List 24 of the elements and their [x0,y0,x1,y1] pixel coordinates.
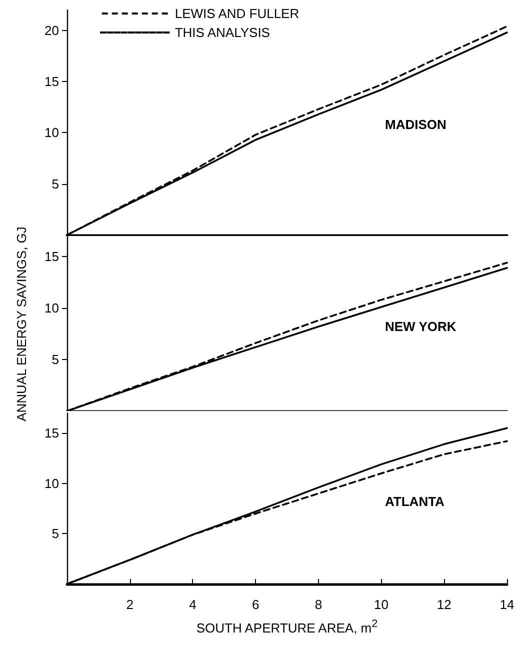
y-axis-title: ANNUAL ENERGY SAVINGS, GJ [14,225,30,424]
x-tick-label: 12 [436,597,452,612]
y-tick-label: 15 [44,426,59,441]
y-tick-label: 15 [44,249,59,264]
annotation: ATLANTA [385,494,446,510]
x-tick-label: 8 [314,597,322,612]
y-tick-label: 10 [44,125,59,140]
y-tick-label: 5 [52,526,59,542]
x-tick-label: 4 [189,597,196,612]
y-tick-label: 5 [52,176,59,192]
x-axis-title: SOUTH APERTURE AREA, m$^{2}$ [195,618,379,636]
legend-label: THIS ANALYSIS [174,25,270,40]
legend-label: LEWIS AND FULLER [174,6,300,21]
x-tick-label: 6 [252,597,260,612]
x-tick-label: 2 [126,597,134,612]
y-tick-label: 15 [44,74,59,90]
annotation: NEW YORK [385,319,457,334]
x-tick-label: 14 [500,597,514,612]
y-tick-label: 10 [44,300,59,316]
x-tick-label: 10 [374,597,389,612]
y-tick-label: 5 [52,352,59,368]
annotation: MADISON [385,117,446,132]
y-tick-label: 20 [44,22,59,38]
y-tick-label: 10 [44,476,59,491]
